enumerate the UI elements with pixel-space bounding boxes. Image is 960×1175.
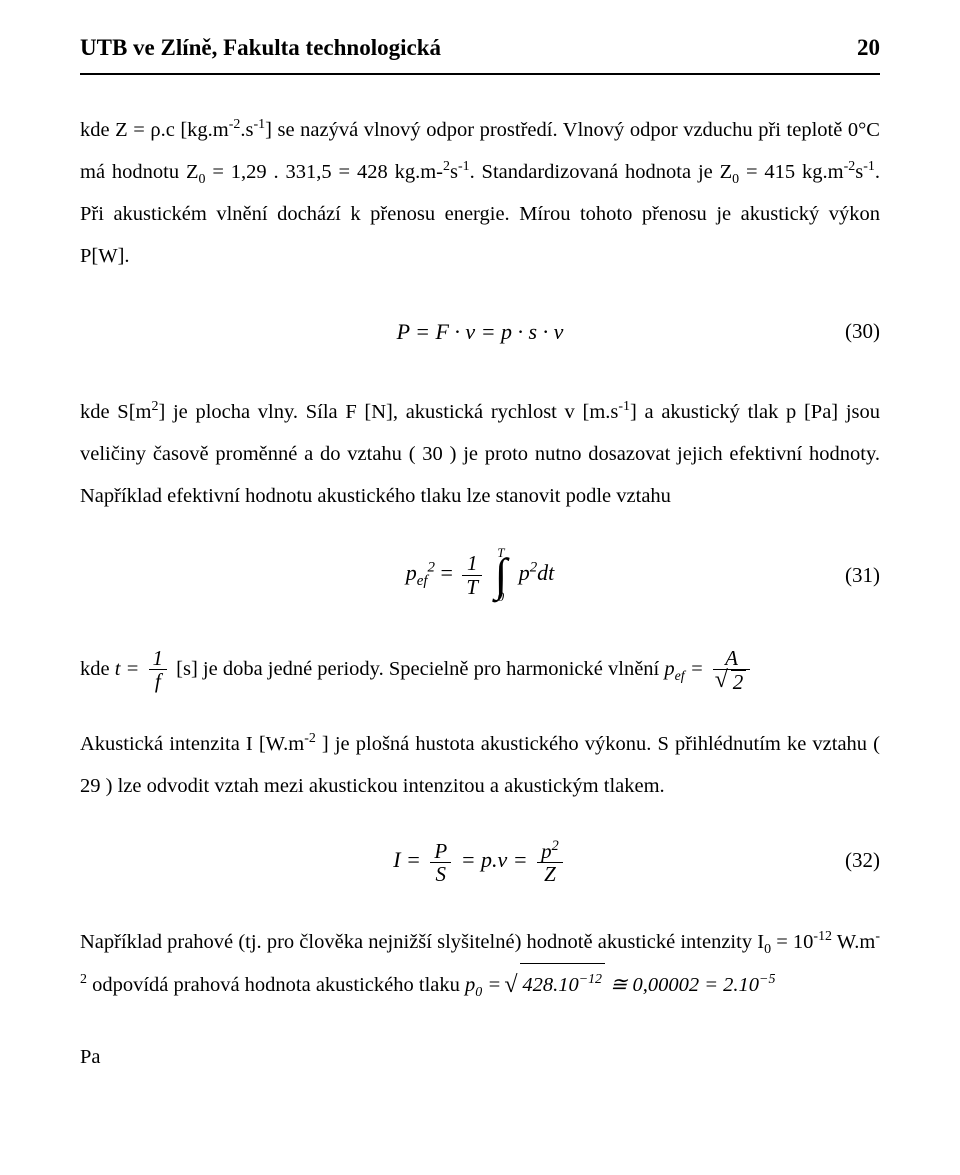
- integral: T ∫ 0: [495, 547, 508, 603]
- paragraph-2: kde S[m2] je plocha vlny. Síla F [N], ak…: [80, 391, 880, 517]
- text: [s] je doba jedné periody. Specielně pro…: [176, 658, 664, 680]
- denominator: T: [462, 576, 482, 598]
- int-lower: 0: [498, 591, 505, 603]
- denominator: f: [149, 670, 168, 692]
- sup: −12: [579, 972, 602, 987]
- sup: -12: [813, 929, 832, 944]
- text: .s: [240, 119, 253, 141]
- text: . Standardizovaná hodnota je Z: [470, 161, 733, 183]
- var: p: [541, 839, 552, 863]
- inline-eq-pef: pef = A 2: [664, 658, 754, 680]
- text: = 1,29 . 331,5 = 428 kg.m-: [205, 161, 443, 183]
- equation-32-number: (32): [845, 839, 880, 882]
- var: I =: [393, 847, 426, 872]
- paragraph-5-unit: Pa: [80, 1036, 880, 1078]
- var: p: [519, 560, 530, 585]
- sup: −5: [759, 972, 775, 987]
- text: = 10: [771, 931, 813, 953]
- page-number: 20: [857, 24, 880, 71]
- fraction: P S: [430, 840, 451, 885]
- text: = 415 kg.m: [739, 161, 844, 183]
- sup: -2: [304, 731, 316, 746]
- equation-32-body: I = P S = p.v = p2 Z: [393, 837, 567, 885]
- inline-eq-t: t = 1 f: [115, 658, 176, 680]
- equation-30: P = F · v = p · s · v (30): [80, 307, 880, 355]
- paragraph-5: Například prahové (tj. pro člověka nejni…: [80, 921, 880, 1006]
- sqrt-body: 2: [731, 670, 747, 693]
- numerator: 1: [462, 552, 482, 575]
- denominator: 2: [713, 670, 751, 693]
- sqrt-body: 428.10: [522, 974, 578, 996]
- var: p: [406, 560, 417, 585]
- equation-31-number: (31): [845, 554, 880, 597]
- sub: ef: [675, 669, 685, 684]
- sup: -1: [253, 117, 265, 132]
- sub: ef: [417, 573, 428, 589]
- text: kde Z = ρ.c [kg.m: [80, 119, 229, 141]
- var: dt: [537, 560, 554, 585]
- equation-31-body: pef2 = 1 T T ∫ 0 p2dt: [406, 547, 555, 603]
- sup: -1: [618, 399, 630, 414]
- text: kde: [80, 658, 115, 680]
- text: Například prahové (tj. pro člověka nejni…: [80, 931, 764, 953]
- sqrt: 428.10−12: [506, 963, 605, 1006]
- sup: 2: [427, 560, 434, 576]
- fraction: A 2: [713, 647, 751, 693]
- page-header: UTB ve Zlíně, Fakulta technologická 20: [80, 24, 880, 75]
- inline-eq-p0: p0 = 428.10−12 ≅ 0,00002 = 2.10−5: [465, 974, 775, 996]
- text: W.m: [832, 931, 875, 953]
- text: kde S[m: [80, 401, 151, 423]
- sup: -1: [458, 159, 470, 174]
- var: p: [465, 974, 475, 996]
- sub: 0: [764, 942, 771, 957]
- fraction: 1 f: [149, 647, 168, 692]
- sup: 2: [443, 159, 450, 174]
- fraction: p2 Z: [537, 840, 563, 885]
- equation-32: I = P S = p.v = p2 Z (32): [80, 837, 880, 885]
- equation-30-body: P = F · v = p · s · v: [397, 309, 564, 354]
- denominator: Z: [537, 863, 563, 885]
- numerator: 1: [149, 647, 168, 670]
- paragraph-3: kde t = 1 f [s] je doba jedné periody. S…: [80, 647, 880, 693]
- op: =: [685, 658, 709, 680]
- page: UTB ve Zlíně, Fakulta technologická 20 k…: [0, 0, 960, 1130]
- text: odpovídá prahová hodnota akustického tla…: [87, 974, 465, 996]
- denominator: S: [430, 863, 451, 885]
- var: t =: [115, 658, 140, 680]
- equation-30-number: (30): [845, 310, 880, 353]
- paragraph-4: Akustická intenzita I [W.m-2 ] je plošná…: [80, 723, 880, 807]
- text: Akustická intenzita I [W.m: [80, 733, 304, 755]
- sup: 2: [552, 838, 559, 854]
- op: =: [482, 974, 506, 996]
- text: s: [450, 161, 458, 183]
- text: ≅ 0,00002 = 2.10: [610, 974, 759, 996]
- paragraph-1: kde Z = ρ.c [kg.m-2.s-1] se nazývá vlnov…: [80, 109, 880, 277]
- op: = p.v =: [461, 847, 533, 872]
- numerator: p2: [537, 840, 563, 863]
- var: p: [664, 658, 674, 680]
- fraction: 1 T: [462, 552, 482, 597]
- equation-31: pef2 = 1 T T ∫ 0 p2dt (31): [80, 547, 880, 603]
- sup: -2: [844, 159, 856, 174]
- header-title: UTB ve Zlíně, Fakulta technologická: [80, 24, 441, 71]
- text: ] je plocha vlny. Síla F [N], akustická …: [158, 401, 618, 423]
- numerator: P: [430, 840, 451, 863]
- sup: -1: [863, 159, 875, 174]
- sup: -2: [229, 117, 241, 132]
